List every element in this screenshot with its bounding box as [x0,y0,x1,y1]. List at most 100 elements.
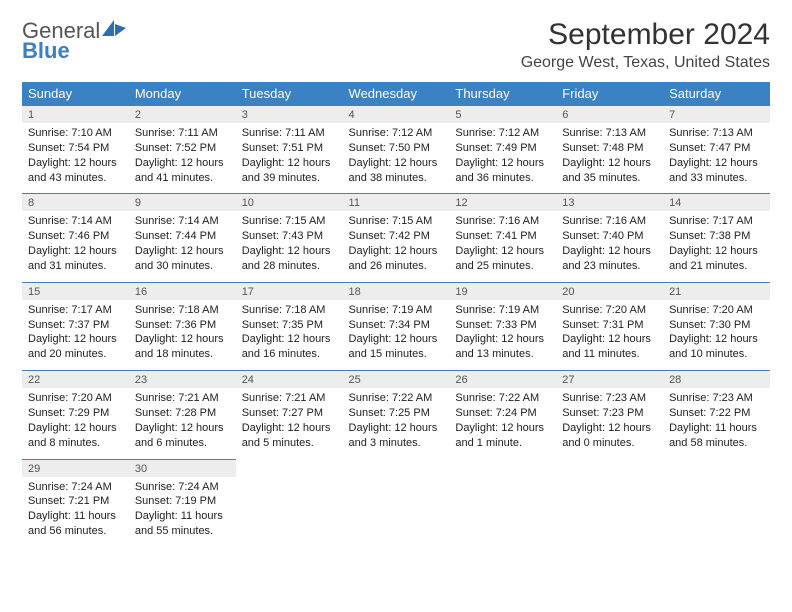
day-data-row: Sunrise: 7:17 AMSunset: 7:37 PMDaylight:… [22,300,770,371]
sunset-text: Sunset: 7:29 PM [28,406,123,421]
sunset-text: Sunset: 7:38 PM [669,229,764,244]
sunset-text: Sunset: 7:44 PM [135,229,230,244]
sunset-text: Sunset: 7:43 PM [242,229,337,244]
weekday-header: Saturday [663,82,770,106]
weekday-header: Wednesday [343,82,450,106]
sunrise-text: Sunrise: 7:16 AM [455,214,550,229]
daylight-text: Daylight: 12 hours and 20 minutes. [28,332,123,362]
sunset-text: Sunset: 7:51 PM [242,141,337,156]
day-number-cell [343,459,450,477]
day-data-cell [449,477,556,547]
day-number-cell: 30 [129,459,236,477]
daylight-text: Daylight: 11 hours and 56 minutes. [28,509,123,539]
sunrise-text: Sunrise: 7:20 AM [562,303,657,318]
sunrise-text: Sunrise: 7:13 AM [669,126,764,141]
sunrise-text: Sunrise: 7:11 AM [135,126,230,141]
day-data-row: Sunrise: 7:24 AMSunset: 7:21 PMDaylight:… [22,477,770,547]
day-number-cell: 11 [343,194,450,212]
weekday-header-row: SundayMondayTuesdayWednesdayThursdayFrid… [22,82,770,106]
day-number-cell: 16 [129,282,236,300]
day-data-cell: Sunrise: 7:12 AMSunset: 7:50 PMDaylight:… [343,123,450,194]
day-data-cell: Sunrise: 7:13 AMSunset: 7:47 PMDaylight:… [663,123,770,194]
sunset-text: Sunset: 7:42 PM [349,229,444,244]
sunset-text: Sunset: 7:49 PM [455,141,550,156]
page-header: General Blue September 2024 George West,… [22,18,770,72]
sunrise-text: Sunrise: 7:17 AM [28,303,123,318]
day-number-cell [663,459,770,477]
sunrise-text: Sunrise: 7:20 AM [28,391,123,406]
sunset-text: Sunset: 7:48 PM [562,141,657,156]
day-data-cell: Sunrise: 7:22 AMSunset: 7:25 PMDaylight:… [343,388,450,459]
sunset-text: Sunset: 7:31 PM [562,318,657,333]
daylight-text: Daylight: 12 hours and 43 minutes. [28,156,123,186]
day-data-row: Sunrise: 7:14 AMSunset: 7:46 PMDaylight:… [22,211,770,282]
sunrise-text: Sunrise: 7:13 AM [562,126,657,141]
day-data-cell: Sunrise: 7:20 AMSunset: 7:29 PMDaylight:… [22,388,129,459]
day-number-cell: 29 [22,459,129,477]
brand-logo: General Blue [22,18,128,61]
day-number-cell [236,459,343,477]
day-number-row: 22232425262728 [22,371,770,389]
day-number-cell: 13 [556,194,663,212]
sunset-text: Sunset: 7:23 PM [562,406,657,421]
daylight-text: Daylight: 11 hours and 58 minutes. [669,421,764,451]
day-number-cell: 21 [663,282,770,300]
daylight-text: Daylight: 12 hours and 13 minutes. [455,332,550,362]
daylight-text: Daylight: 12 hours and 8 minutes. [28,421,123,451]
day-number-cell: 9 [129,194,236,212]
brand-text: General Blue [22,18,128,61]
sunset-text: Sunset: 7:21 PM [28,494,123,509]
sunset-text: Sunset: 7:24 PM [455,406,550,421]
day-number-cell [556,459,663,477]
day-number-cell: 27 [556,371,663,389]
day-number-cell: 2 [129,106,236,124]
day-number-row: 15161718192021 [22,282,770,300]
sunrise-text: Sunrise: 7:18 AM [135,303,230,318]
brand-sail-icon [100,18,128,38]
daylight-text: Daylight: 12 hours and 6 minutes. [135,421,230,451]
day-data-cell: Sunrise: 7:16 AMSunset: 7:40 PMDaylight:… [556,211,663,282]
day-number-cell: 5 [449,106,556,124]
sunset-text: Sunset: 7:28 PM [135,406,230,421]
day-number-cell: 25 [343,371,450,389]
day-data-cell: Sunrise: 7:19 AMSunset: 7:34 PMDaylight:… [343,300,450,371]
sunset-text: Sunset: 7:35 PM [242,318,337,333]
daylight-text: Daylight: 12 hours and 10 minutes. [669,332,764,362]
day-data-cell: Sunrise: 7:15 AMSunset: 7:42 PMDaylight:… [343,211,450,282]
daylight-text: Daylight: 12 hours and 30 minutes. [135,244,230,274]
day-data-cell: Sunrise: 7:20 AMSunset: 7:30 PMDaylight:… [663,300,770,371]
daylight-text: Daylight: 12 hours and 25 minutes. [455,244,550,274]
month-title: September 2024 [521,18,770,52]
sunset-text: Sunset: 7:54 PM [28,141,123,156]
day-data-cell: Sunrise: 7:18 AMSunset: 7:35 PMDaylight:… [236,300,343,371]
sunrise-text: Sunrise: 7:22 AM [455,391,550,406]
day-data-cell: Sunrise: 7:14 AMSunset: 7:44 PMDaylight:… [129,211,236,282]
day-data-cell [236,477,343,547]
daylight-text: Daylight: 12 hours and 39 minutes. [242,156,337,186]
sunrise-text: Sunrise: 7:22 AM [349,391,444,406]
day-number-cell: 23 [129,371,236,389]
day-data-row: Sunrise: 7:20 AMSunset: 7:29 PMDaylight:… [22,388,770,459]
daylight-text: Daylight: 12 hours and 33 minutes. [669,156,764,186]
day-number-cell: 4 [343,106,450,124]
day-data-cell: Sunrise: 7:23 AMSunset: 7:22 PMDaylight:… [663,388,770,459]
day-number-cell: 3 [236,106,343,124]
sunrise-text: Sunrise: 7:20 AM [669,303,764,318]
day-number-cell: 12 [449,194,556,212]
daylight-text: Daylight: 12 hours and 11 minutes. [562,332,657,362]
sunrise-text: Sunrise: 7:18 AM [242,303,337,318]
day-number-row: 2930 [22,459,770,477]
daylight-text: Daylight: 12 hours and 36 minutes. [455,156,550,186]
sunrise-text: Sunrise: 7:23 AM [562,391,657,406]
day-data-cell: Sunrise: 7:13 AMSunset: 7:48 PMDaylight:… [556,123,663,194]
daylight-text: Daylight: 12 hours and 23 minutes. [562,244,657,274]
sunrise-text: Sunrise: 7:19 AM [455,303,550,318]
day-number-cell: 6 [556,106,663,124]
day-number-cell [449,459,556,477]
day-data-cell: Sunrise: 7:15 AMSunset: 7:43 PMDaylight:… [236,211,343,282]
day-data-cell: Sunrise: 7:21 AMSunset: 7:28 PMDaylight:… [129,388,236,459]
sunset-text: Sunset: 7:40 PM [562,229,657,244]
daylight-text: Daylight: 12 hours and 28 minutes. [242,244,337,274]
sunset-text: Sunset: 7:41 PM [455,229,550,244]
sunrise-text: Sunrise: 7:19 AM [349,303,444,318]
